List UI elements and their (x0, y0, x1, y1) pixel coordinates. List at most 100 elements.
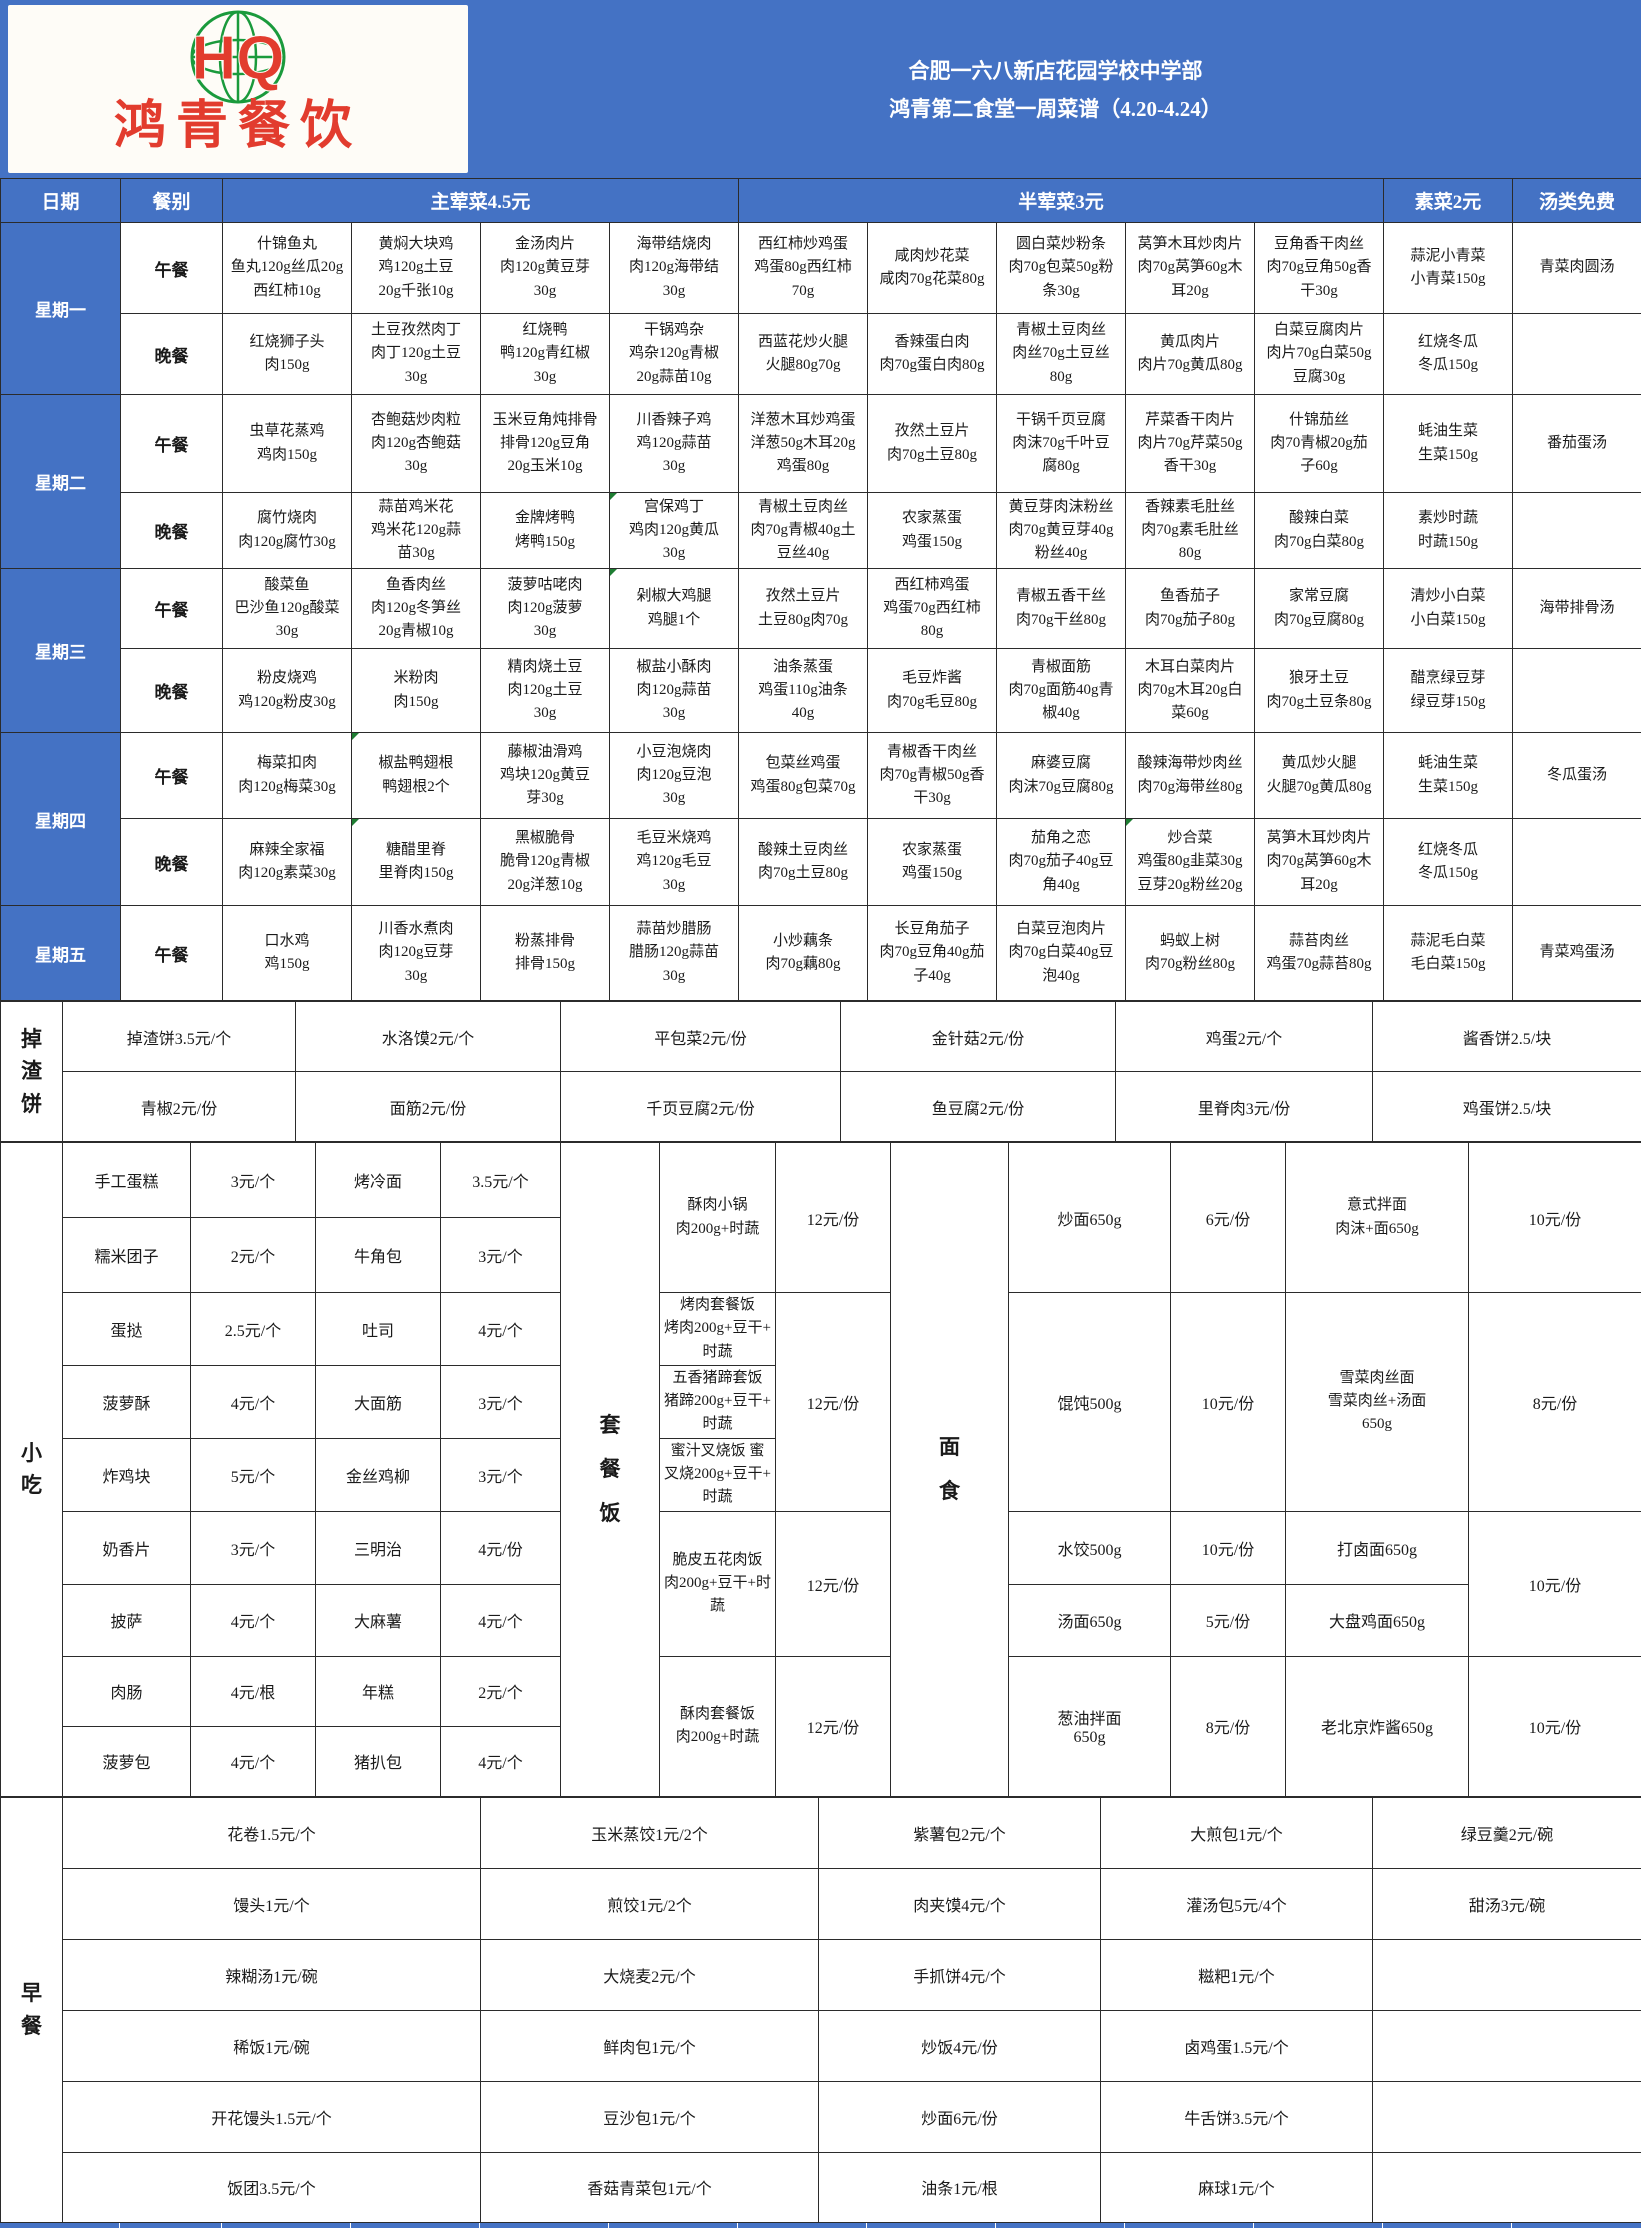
dish-cell: 农家蒸蛋 鸡蛋150g (867, 492, 998, 569)
snack-item-cell: 水洛馍2元/个 (295, 1001, 561, 1072)
meal-type-cell: 午餐 (120, 222, 223, 314)
snack-item-cell: 平包菜2元/份 (560, 1001, 841, 1072)
dish-cell: 炒合菜 鸡蛋80g韭菜30g 豆芽20g粉丝20g (1125, 818, 1256, 906)
dish-cell: 杏鲍菇炒肉粒 肉120g杏鲍菇 30g (351, 394, 481, 493)
dish-cell: 梅菜扣肉 肉120g梅菜30g (222, 732, 352, 819)
dish-cell: 红烧狮子头 肉150g (222, 313, 352, 395)
snack-item-cell: 面筋2元/份 (295, 1071, 561, 1142)
diaozhabing-table: 掉渣饼 掉渣饼3.5元/个 水洛馍2元/个 平包菜2元/份 金针菇2元/份 鸡蛋… (0, 1001, 1641, 1142)
breakfast-item-cell: 饭团3.5元/个 (62, 2151, 481, 2223)
dish-cell: 青椒面筋 肉70g面筋40g青 椒40g (996, 648, 1127, 733)
dish-cell: 青椒五香干丝 肉70g干丝80g (996, 568, 1127, 649)
dish-cell: 蒜苗鸡米花 鸡米花120g蒜 苗30g (351, 492, 481, 569)
meal-type-cell: 午餐 (120, 905, 223, 1001)
dish-cell: 小炒藕条 肉70g藕80g (738, 905, 869, 1001)
snack-price-cell: 5元/个 (190, 1437, 316, 1512)
section-row: 辣糊汤1元/碗 大烧麦2元/个 手抓饼4元/个 糍粑1元/个 (1, 1938, 1641, 2011)
dish-cell: 豆角香干肉丝 肉70g豆角50g香 干30g (1254, 222, 1385, 314)
breakfast-table: 早餐 花卷1.5元/个 玉米蒸饺1元/2个 紫薯包2元/个 大煎包1元/个 绿豆… (0, 1796, 1641, 2223)
col-header-date: 日期 (0, 178, 121, 223)
dish-cell: 青椒土豆肉丝 肉70g青椒40g土 豆丝40g (738, 492, 869, 569)
menu-row: 晚餐 粉皮烧鸡 鸡120g粉皮30g 米粉肉 肉150g 精肉烧土豆 肉120g… (1, 648, 1641, 733)
dish-cell: 蒜苗炒腊肠 腊肠120g蒜苗 30g (608, 905, 740, 1001)
snack-price-cell: 4元/个 (440, 1725, 561, 1797)
dish-cell: 川香辣子鸡 鸡120g蒜苗 30g (608, 394, 740, 493)
breakfast-item-cell: 花卷1.5元/个 (62, 1796, 481, 1869)
combo-price-cell: 12元/份 (775, 1292, 891, 1512)
snack-price-cell: 3元/个 (440, 1217, 561, 1293)
dish-cell: 虫草花蒸鸡 鸡肉150g (222, 394, 352, 493)
breakfast-item-cell: 稀饭1元/碗 (62, 2009, 481, 2082)
dish-cell: 孜然土豆片 肉70g土豆80g (867, 394, 998, 493)
snack-item-cell: 鸡蛋2元/个 (1115, 1001, 1373, 1072)
veg-dish-cell: 红烧冬瓜 冬瓜150g (1383, 818, 1514, 906)
section-label-text: 小吃 (20, 1440, 42, 1498)
snack-item-cell: 金针菇2元/份 (840, 1001, 1116, 1072)
soup-cell (1512, 492, 1641, 569)
dish-cell: 米粉肉 肉150g (351, 648, 481, 733)
dish-cell: 玉米豆角炖排骨 排骨120g豆角 20g玉米10g (480, 394, 610, 493)
snack-name-cell: 手工蛋糕 (62, 1142, 191, 1218)
noodle-price-cell: 10元/份 (1468, 1655, 1641, 1797)
dish-cell: 川香水煮肉 肉120g豆芽 30g (351, 905, 481, 1001)
dish-cell: 腐竹烧肉 肉120g腐竹30g (222, 492, 352, 569)
col-header-soup: 汤类免费 (1512, 178, 1641, 223)
noodle-name-cell: 老北京炸酱650g (1285, 1655, 1469, 1797)
snack-name-cell: 奶香片 (62, 1510, 191, 1585)
svg-text:HQ: HQ (192, 24, 285, 93)
snack-name-cell: 披萨 (62, 1583, 191, 1657)
snack-name-cell: 糯米团子 (62, 1217, 191, 1293)
section-label: 早餐 (0, 1796, 63, 2223)
dish-cell: 酸辣海带炒肉丝 肉70g海带丝80g (1125, 732, 1256, 819)
dish-cell: 麻婆豆腐 肉沫70g豆腐80g (996, 732, 1127, 819)
section-row: 菠萝酥 4元/个 大面筋 3元/个 五香猪蹄套饭 猪蹄200g+豆干+ 时蔬 (1, 1364, 1641, 1439)
soup-cell: 冬瓜蛋汤 (1512, 732, 1641, 819)
dish-cell: 洋葱木耳炒鸡蛋 洋葱50g木耳20g 鸡蛋80g (738, 394, 869, 493)
veg-dish-cell: 蚝油生菜 生菜150g (1383, 394, 1514, 493)
snack-price-cell: 4元/个 (190, 1583, 316, 1657)
snack-name-cell: 三明治 (315, 1510, 441, 1585)
snack-price-cell: 4元/根 (190, 1655, 316, 1727)
section-row: 饭团3.5元/个 香菇青菜包1元/个 油条1元/根 麻球1元/个 (1, 2151, 1641, 2223)
breakfast-item-cell: 牛舌饼3.5元/个 (1100, 2080, 1373, 2153)
breakfast-item-cell: 麻球1元/个 (1100, 2151, 1373, 2223)
snacks-table: 小吃 手工蛋糕 3元/个 烤冷面 3.5元/个 套餐饭 酥肉小锅 肉200g+时… (0, 1142, 1641, 1797)
breakfast-item-cell: 辣糊汤1元/碗 (62, 1938, 481, 2011)
weekly-menu-table: 日期 餐别 主荤菜4.5元 半荤菜3元 素菜2元 汤类免费 星期一 午餐 什锦鱼… (0, 178, 1641, 1001)
breakfast-item-cell (1372, 2009, 1641, 2082)
dish-cell: 海带结烧肉 肉120g海带结 30g (608, 222, 740, 314)
snack-name-cell: 蛋挞 (62, 1292, 191, 1366)
noodle-price-cell: 5元/份 (1170, 1583, 1286, 1657)
breakfast-item-cell: 紫薯包2元/个 (818, 1796, 1101, 1869)
logo-text: 鸿青餐饮 (113, 98, 362, 155)
dish-cell: 毛豆米烧鸡 鸡120g毛豆 30g (608, 818, 740, 906)
noodle-name-cell: 打卤面650g (1285, 1510, 1469, 1585)
snack-item-cell: 酱香饼2.5/块 (1372, 1001, 1641, 1072)
section-row: 小吃 手工蛋糕 3元/个 烤冷面 3.5元/个 套餐饭 酥肉小锅 肉200g+时… (0, 1142, 1641, 1797)
veg-dish-cell: 清炒小白菜 小白菜150g (1383, 568, 1514, 649)
dish-cell: 椒盐小酥肉 肉120g蒜苗 30g (608, 648, 740, 733)
dish-cell: 芹菜香干肉片 肉片70g芹菜50g 香干30g (1125, 394, 1256, 493)
dish-cell: 酸辣土豆肉丝 肉70g土豆80g (738, 818, 869, 906)
noodle-name-cell: 水饺500g (1008, 1510, 1171, 1585)
dish-cell: 金汤肉片 肉120g黄豆芽 30g (480, 222, 610, 314)
col-header-meal: 餐别 (120, 178, 223, 223)
combo-name-cell: 烤肉套餐饭 烤肉200g+豆干+ 时蔬 (659, 1292, 776, 1366)
dish-cell: 青椒土豆肉丝 肉丝70g土豆丝 80g (996, 313, 1127, 395)
section-row: 稀饭1元/碗 鲜肉包1元/个 炒饭4元/份 卤鸡蛋1.5元/个 (1, 2009, 1641, 2082)
dish-cell: 鱼香肉丝 肉120g冬笋丝 20g青椒10g (351, 568, 481, 649)
snack-price-cell: 3元/个 (440, 1437, 561, 1512)
noodle-name-cell: 意式拌面 肉沫+面650g (1285, 1142, 1469, 1293)
section-label: 小吃 (0, 1142, 63, 1797)
menu-row: 晚餐 腐竹烧肉 肉120g腐竹30g 蒜苗鸡米花 鸡米花120g蒜 苗30g 金… (1, 492, 1641, 569)
dish-cell: 黄瓜肉片 肉片70g黄瓜80g (1125, 313, 1256, 395)
dish-cell: 酸菜鱼 巴沙鱼120g酸菜 30g (222, 568, 352, 649)
snack-name-cell: 猪扒包 (315, 1725, 441, 1797)
snack-item-cell: 里脊肉3元/份 (1115, 1071, 1373, 1142)
snack-name-cell: 大麻薯 (315, 1583, 441, 1657)
section-row: 早餐 花卷1.5元/个 玉米蒸饺1元/2个 紫薯包2元/个 大煎包1元/个 绿豆… (0, 1796, 1641, 2223)
menu-row: 星期二 午餐 虫草花蒸鸡 鸡肉150g 杏鲍菇炒肉粒 肉120g杏鲍菇 30g … (0, 394, 1641, 569)
soup-cell: 番茄蛋汤 (1512, 394, 1641, 493)
col-header-veg: 素菜2元 (1383, 178, 1514, 223)
